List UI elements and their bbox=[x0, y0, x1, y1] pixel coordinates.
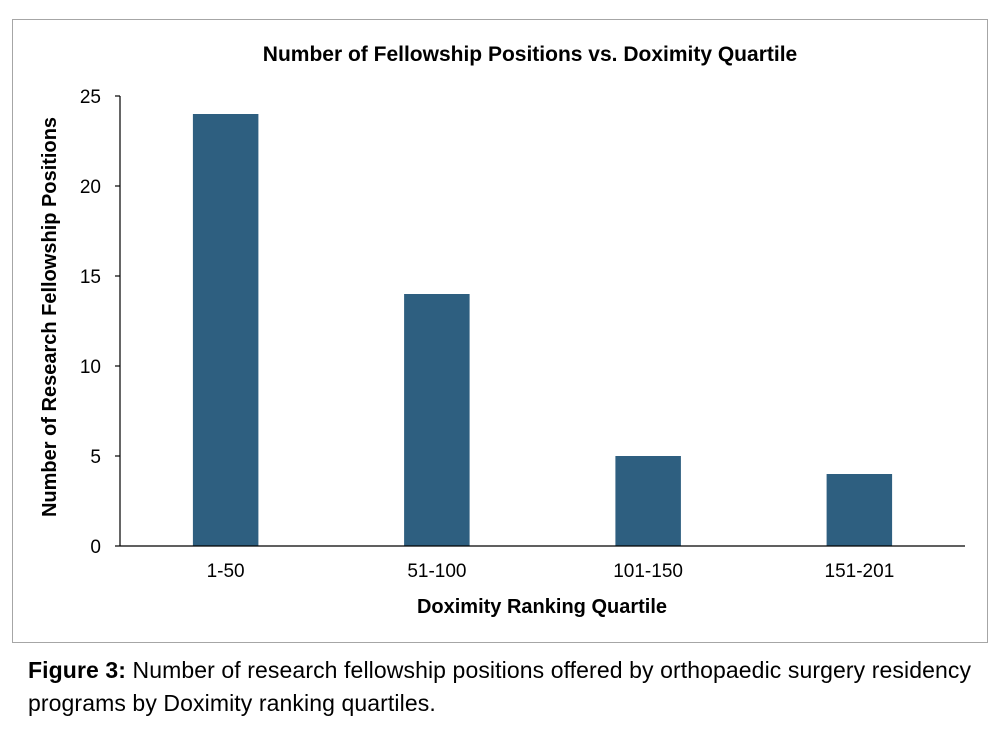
y-axis-title: Number of Research Fellowship Positions bbox=[39, 117, 61, 517]
bars-layer bbox=[192, 114, 893, 546]
bar-51-100 bbox=[404, 294, 470, 546]
bar-151-201 bbox=[826, 474, 893, 546]
axes-layer bbox=[119, 96, 965, 547]
chart-frame: Number of Fellowship Positions vs. Doxim… bbox=[12, 19, 988, 643]
y-tick-label: 20 bbox=[80, 177, 101, 198]
bar-1-50 bbox=[192, 114, 259, 546]
y-tick-label: 5 bbox=[90, 447, 101, 468]
bar-chart: Number of Fellowship Positions vs. Doxim… bbox=[39, 43, 965, 618]
x-tick-label: 151-201 bbox=[825, 561, 895, 582]
ticks-layer: 0 5 10 15 20 25 bbox=[80, 87, 120, 558]
y-tick-label: 15 bbox=[80, 267, 101, 288]
x-axis-title: Doximity Ranking Quartile bbox=[417, 596, 667, 618]
y-tick-label: 25 bbox=[80, 87, 101, 108]
caption-label: Figure 3: bbox=[28, 657, 127, 683]
caption-text: Number of research fellowship positions … bbox=[28, 657, 972, 716]
x-tick-label: 101-150 bbox=[613, 561, 683, 582]
x-labels-layer: 1-50 51-100 101-150 151-201 bbox=[207, 561, 895, 582]
figure-caption: Figure 3: Number of research fellowship … bbox=[28, 654, 978, 720]
x-tick-label: 51-100 bbox=[407, 561, 466, 582]
chart-title: Number of Fellowship Positions vs. Doxim… bbox=[263, 43, 797, 66]
y-tick-label: 0 bbox=[90, 537, 101, 558]
bar-101-150 bbox=[615, 456, 681, 546]
x-tick-label: 1-50 bbox=[207, 561, 245, 582]
y-tick-label: 10 bbox=[80, 357, 101, 378]
